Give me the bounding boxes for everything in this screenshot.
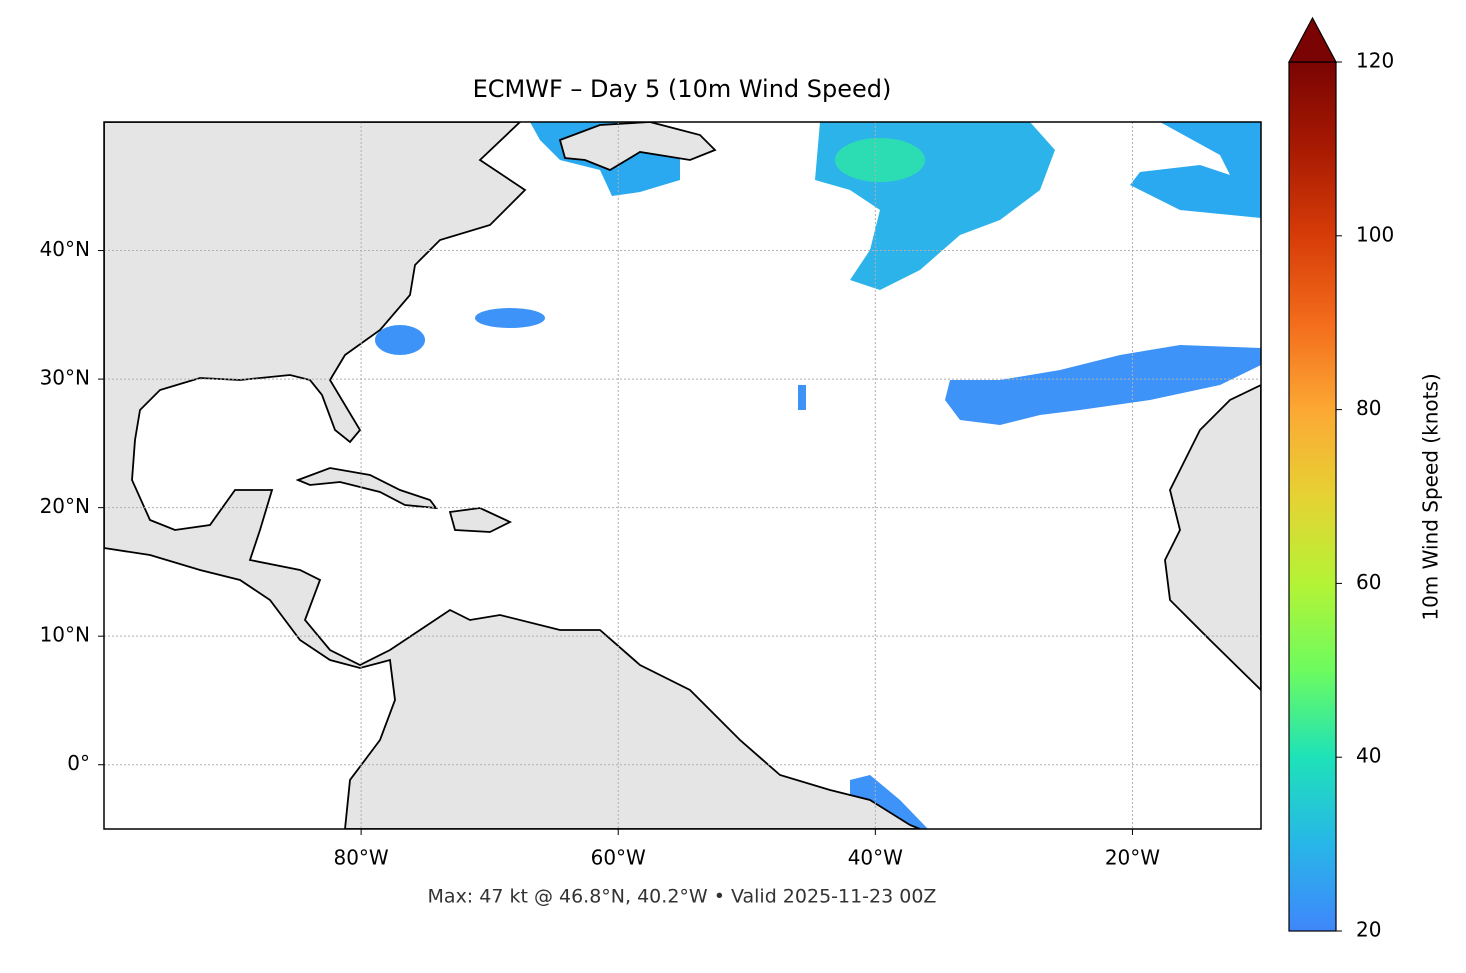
map-frame xyxy=(103,121,1262,830)
land-cuba xyxy=(295,467,438,510)
y-tick-label: 30°N xyxy=(40,366,90,390)
x-tick-label: 40°W xyxy=(848,846,903,870)
x-tick-label: 80°W xyxy=(333,846,388,870)
map-area xyxy=(104,122,1261,829)
land-hispaniola xyxy=(448,507,513,533)
y-tick-label: 20°N xyxy=(40,494,90,518)
colorbar-tick-label: 80 xyxy=(1356,396,1381,420)
y-tick-label: 40°N xyxy=(40,237,90,261)
colorbar-tick-label: 40 xyxy=(1356,744,1381,768)
colorbar xyxy=(1288,61,1337,932)
x-tick-label: 60°W xyxy=(591,846,646,870)
grid xyxy=(104,122,1261,829)
y-tick-label: 10°N xyxy=(40,623,90,647)
land-africa xyxy=(1164,384,1261,692)
colorbar-label: 10m Wind Speed (knots) xyxy=(1419,373,1443,620)
colorbar-tick-label: 120 xyxy=(1356,49,1394,73)
colorbar-tick-label: 60 xyxy=(1356,570,1381,594)
colorbar-tick-label: 20 xyxy=(1356,918,1381,942)
y-tick-label: 0° xyxy=(67,751,90,775)
map-annotation: Max: 47 kt @ 46.8°N, 40.2°W • Valid 2025… xyxy=(428,886,937,908)
x-tick-label: 20°W xyxy=(1105,846,1160,870)
land-americas xyxy=(104,122,921,829)
colorbar-tick-label: 100 xyxy=(1356,222,1394,246)
land-canada-east xyxy=(558,122,717,172)
map-title: ECMWF – Day 5 (10m Wind Speed) xyxy=(473,75,892,103)
colorbar-extension xyxy=(1287,16,1338,63)
